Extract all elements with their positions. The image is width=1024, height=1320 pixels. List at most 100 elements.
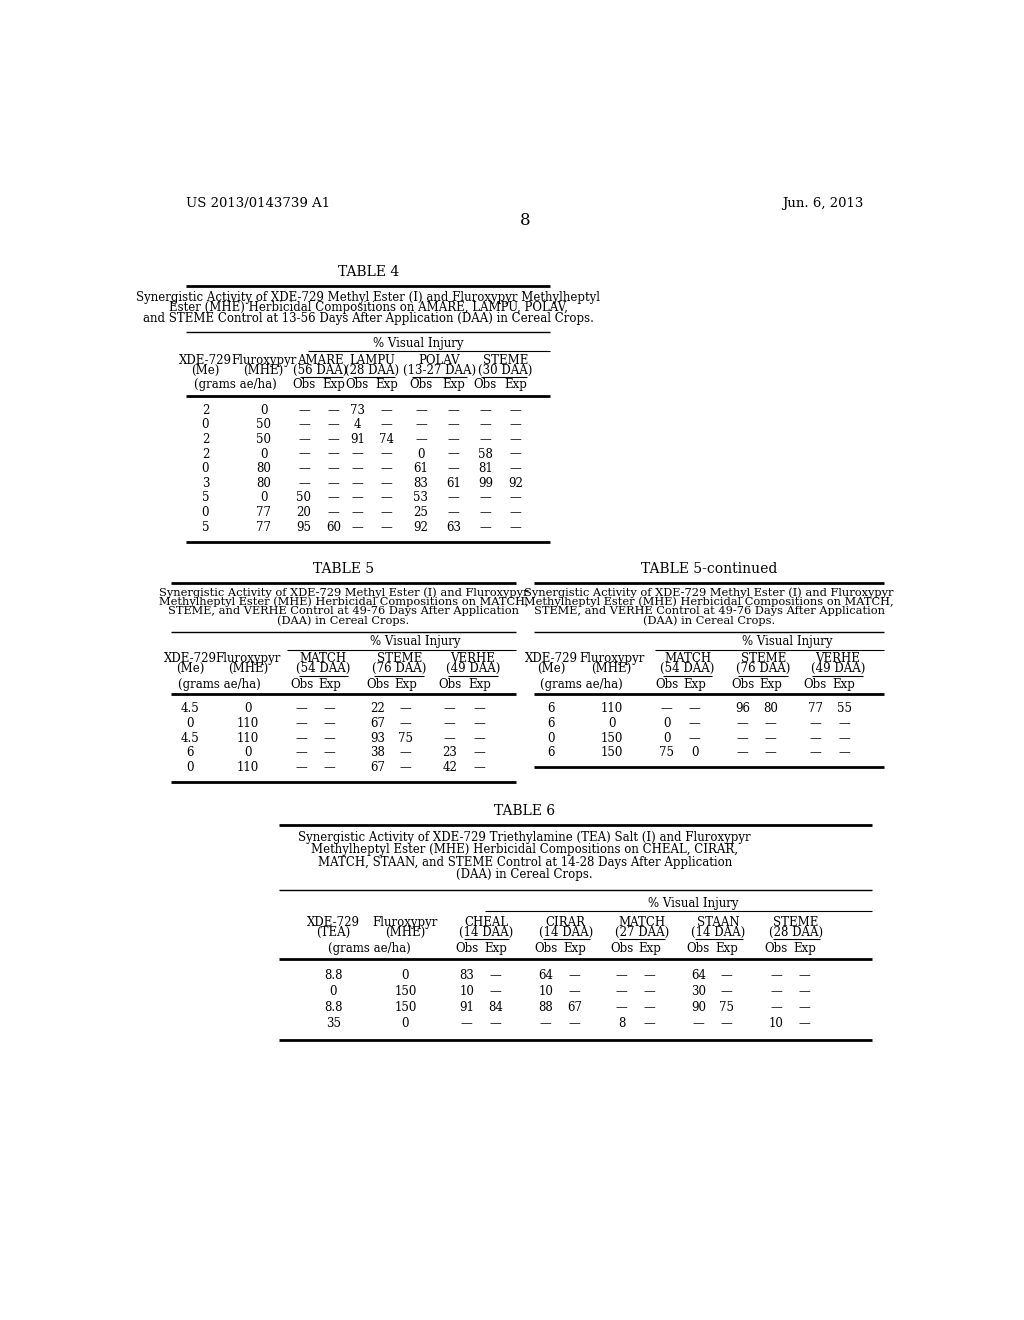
Text: Jun. 6, 2013: Jun. 6, 2013 <box>782 197 863 210</box>
Text: POLAV: POLAV <box>419 354 461 367</box>
Text: 63: 63 <box>446 520 461 533</box>
Text: Fluroxypyr: Fluroxypyr <box>373 916 438 929</box>
Text: —: — <box>298 462 310 475</box>
Text: AMARE: AMARE <box>297 354 343 367</box>
Text: —: — <box>461 1018 472 1031</box>
Text: —: — <box>721 1018 732 1031</box>
Text: 88: 88 <box>539 1001 553 1014</box>
Text: —: — <box>328 418 339 432</box>
Text: Obs: Obs <box>731 677 755 690</box>
Text: Obs: Obs <box>655 677 678 690</box>
Text: —: — <box>489 969 501 982</box>
Text: MATCH, STAAN, and STEME Control at 14-28 Days After Application: MATCH, STAAN, and STEME Control at 14-28… <box>317 855 732 869</box>
Text: 2: 2 <box>202 447 209 461</box>
Text: XDE-729: XDE-729 <box>179 354 232 367</box>
Text: TABLE 5: TABLE 5 <box>313 562 374 576</box>
Text: (30 DAA): (30 DAA) <box>478 363 532 376</box>
Text: —: — <box>510 404 521 417</box>
Text: Fluroxypyr: Fluroxypyr <box>579 652 644 665</box>
Text: 92: 92 <box>508 477 523 490</box>
Text: (54 DAA): (54 DAA) <box>660 663 715 676</box>
Text: 99: 99 <box>478 477 493 490</box>
Text: 6: 6 <box>186 746 194 759</box>
Text: —: — <box>568 1018 581 1031</box>
Text: —: — <box>351 491 364 504</box>
Text: 50: 50 <box>256 418 271 432</box>
Text: (27 DAA): (27 DAA) <box>614 925 669 939</box>
Text: 74: 74 <box>379 433 394 446</box>
Text: —: — <box>381 447 393 461</box>
Text: —: — <box>447 506 460 519</box>
Text: Obs: Obs <box>610 942 633 954</box>
Text: 150: 150 <box>394 1001 417 1014</box>
Text: 92: 92 <box>414 520 428 533</box>
Text: —: — <box>381 491 393 504</box>
Text: —: — <box>810 731 821 744</box>
Text: —: — <box>799 969 810 982</box>
Text: —: — <box>510 506 521 519</box>
Text: 0: 0 <box>202 506 209 519</box>
Text: 53: 53 <box>414 491 428 504</box>
Text: 0: 0 <box>245 746 252 759</box>
Text: (MHE): (MHE) <box>228 663 268 676</box>
Text: Synergistic Activity of XDE-729 Triethylamine (TEA) Salt (I) and Fluroxypyr: Synergistic Activity of XDE-729 Triethyl… <box>298 832 752 843</box>
Text: Exp: Exp <box>442 379 465 391</box>
Text: (14 DAA): (14 DAA) <box>459 925 513 939</box>
Text: Exp: Exp <box>504 379 527 391</box>
Text: Exp: Exp <box>794 942 816 954</box>
Text: —: — <box>399 746 412 759</box>
Text: 0: 0 <box>260 491 267 504</box>
Text: —: — <box>510 418 521 432</box>
Text: —: — <box>736 731 749 744</box>
Text: 110: 110 <box>237 760 259 774</box>
Text: 83: 83 <box>459 969 474 982</box>
Text: —: — <box>381 506 393 519</box>
Text: Methylheptyl Ester (MHE) Herbicidal Compositions on MATCH,: Methylheptyl Ester (MHE) Herbicidal Comp… <box>524 597 894 607</box>
Text: —: — <box>474 746 485 759</box>
Text: 61: 61 <box>414 462 428 475</box>
Text: 0: 0 <box>186 760 194 774</box>
Text: 20: 20 <box>297 506 311 519</box>
Text: 90: 90 <box>691 1001 706 1014</box>
Text: —: — <box>810 746 821 759</box>
Text: —: — <box>770 1001 781 1014</box>
Text: 81: 81 <box>478 462 493 475</box>
Text: (DAA) in Cereal Crops.: (DAA) in Cereal Crops. <box>457 869 593 880</box>
Text: —: — <box>298 447 310 461</box>
Text: 0: 0 <box>330 985 337 998</box>
Text: 110: 110 <box>237 731 259 744</box>
Text: 67: 67 <box>370 717 385 730</box>
Text: —: — <box>568 985 581 998</box>
Text: —: — <box>510 520 521 533</box>
Text: MATCH: MATCH <box>300 652 347 665</box>
Text: —: — <box>615 969 628 982</box>
Text: 77: 77 <box>808 702 823 715</box>
Text: (56 DAA): (56 DAA) <box>293 363 347 376</box>
Text: STEME, and VERHE Control at 49-76 Days After Application: STEME, and VERHE Control at 49-76 Days A… <box>534 606 885 616</box>
Text: XDE-729: XDE-729 <box>164 652 216 665</box>
Text: —: — <box>296 702 307 715</box>
Text: —: — <box>328 506 339 519</box>
Text: —: — <box>351 447 364 461</box>
Text: Obs: Obs <box>410 379 432 391</box>
Text: —: — <box>415 418 427 432</box>
Text: STEME: STEME <box>740 652 786 665</box>
Text: —: — <box>839 717 850 730</box>
Text: STEME: STEME <box>377 652 422 665</box>
Text: 3: 3 <box>202 477 209 490</box>
Text: —: — <box>443 717 456 730</box>
Text: (TEA): (TEA) <box>316 925 350 939</box>
Text: Exp: Exp <box>715 942 737 954</box>
Text: —: — <box>510 433 521 446</box>
Text: Exp: Exp <box>563 942 586 954</box>
Text: % Visual Injury: % Visual Injury <box>648 898 739 911</box>
Text: —: — <box>839 731 850 744</box>
Text: Exp: Exp <box>759 677 782 690</box>
Text: 80: 80 <box>256 462 271 475</box>
Text: 8: 8 <box>618 1018 626 1031</box>
Text: —: — <box>839 746 850 759</box>
Text: CHEAL: CHEAL <box>464 916 508 929</box>
Text: Obs: Obs <box>346 379 369 391</box>
Text: STEME: STEME <box>482 354 528 367</box>
Text: —: — <box>296 760 307 774</box>
